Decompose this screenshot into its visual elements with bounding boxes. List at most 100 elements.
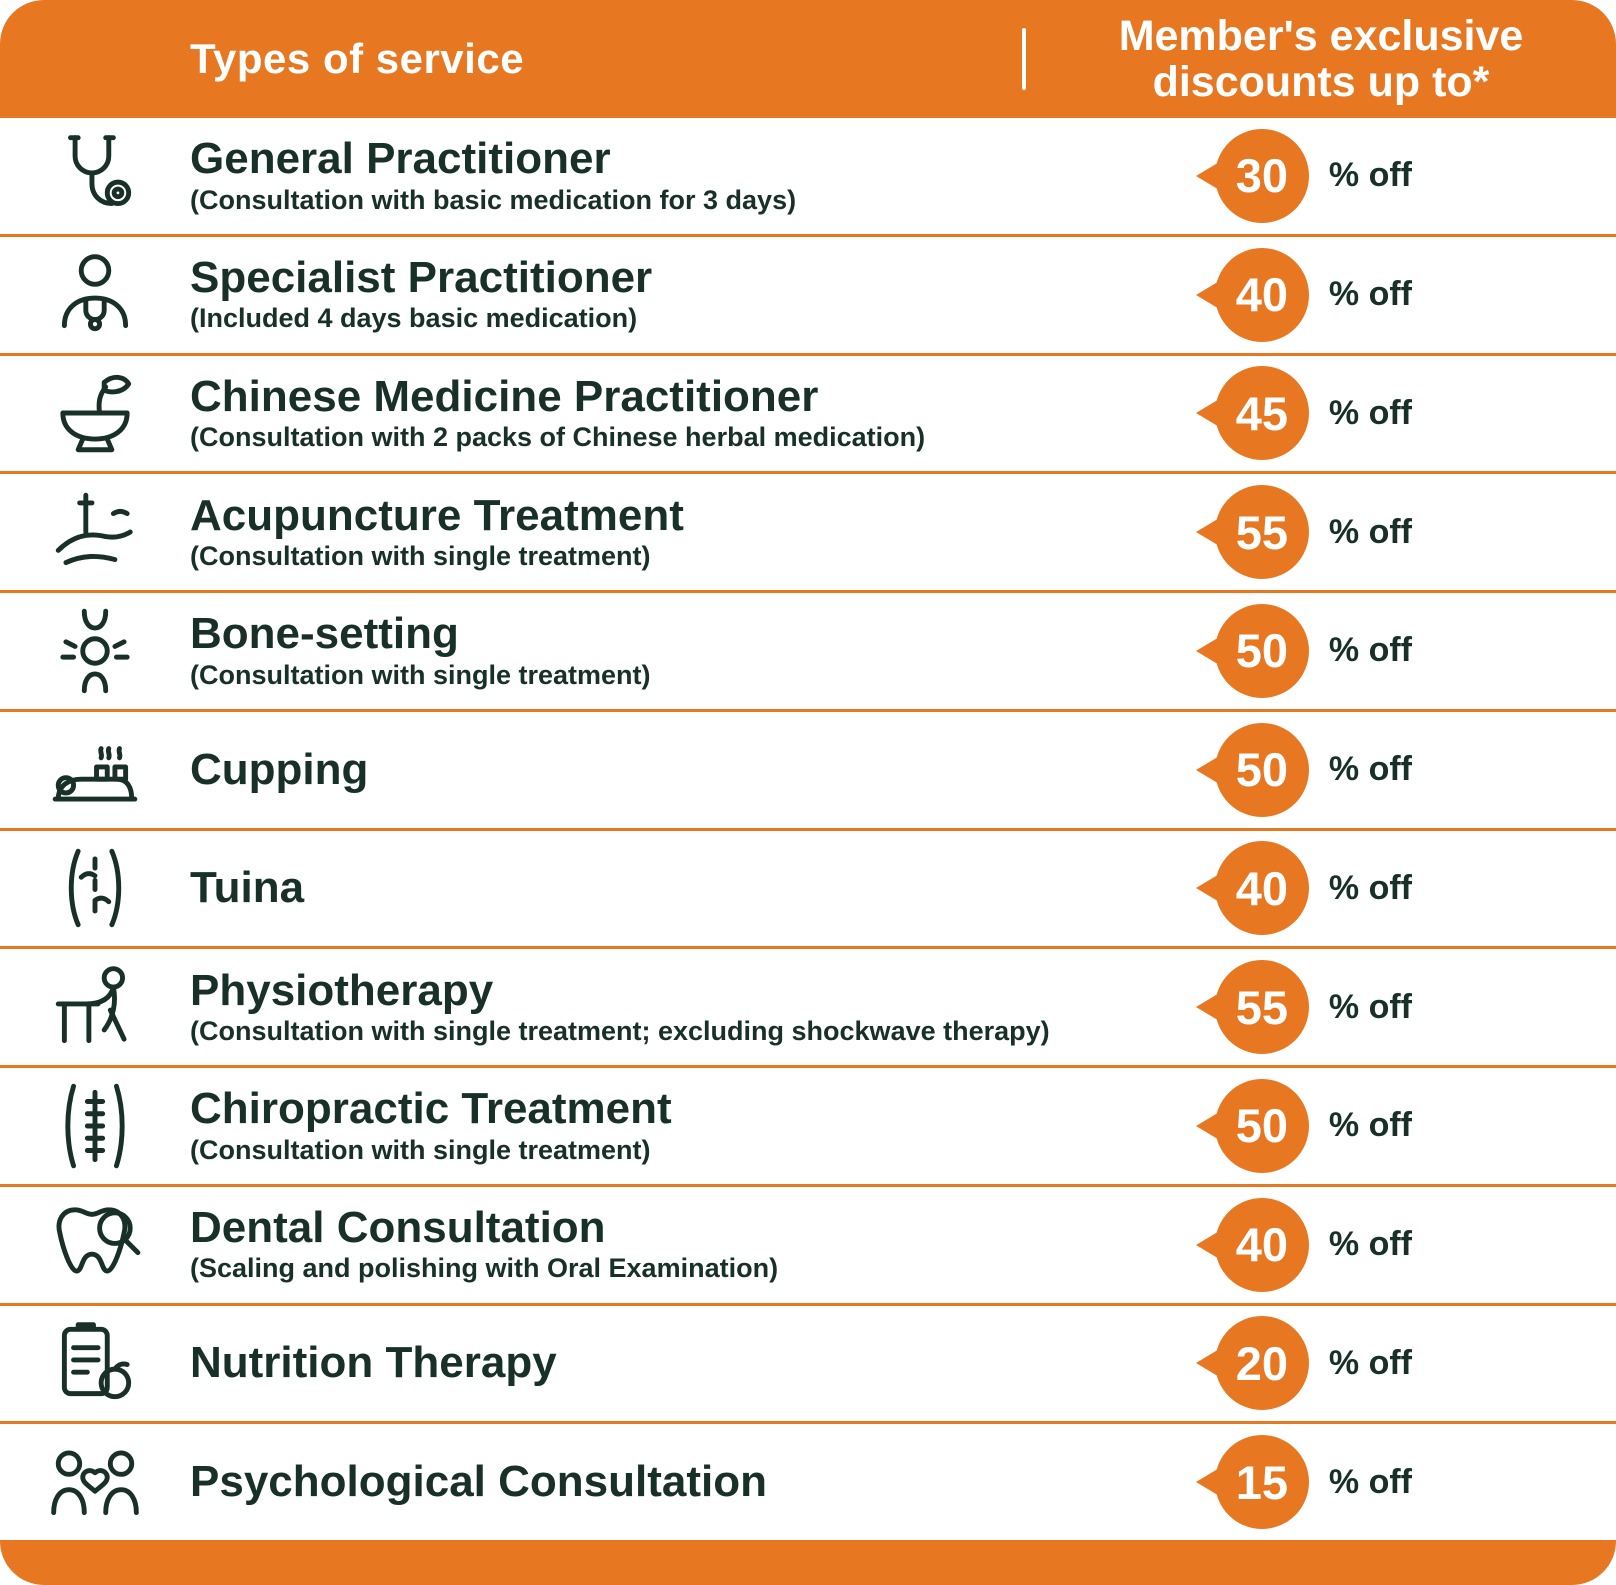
service-rows: General Practitioner (Consultation with … [0,118,1616,1540]
discount-value: 40 [1235,1218,1289,1272]
table-row: Chinese Medicine Practitioner (Consultat… [0,355,1616,475]
discount-badge: 50 [1214,603,1309,698]
service-text: Nutrition Therapy [190,1340,1215,1386]
percent-off-label: % off [1328,868,1412,907]
service-title: Psychological Consultation [190,1457,767,1507]
cupping-icon [0,721,190,819]
service-text: Psychological Consultation [190,1457,1215,1507]
discount-value: 55 [1235,980,1289,1034]
service-text: Tuina [190,865,1215,911]
percent-off-label: % off [1328,987,1412,1026]
percent-off-label: % off [1328,1462,1412,1501]
discount-cell: 20 % off [1214,1316,1412,1411]
tuina-massage-icon [0,839,190,937]
discount-cell: 40 % off [1214,1197,1412,1292]
discount-badge: 45 [1214,366,1309,461]
service-subtitle: (Included 4 days basic medication) [190,303,638,334]
discount-cell: 40 % off [1214,841,1412,936]
service-subtitle: (Consultation with single treatment; exc… [190,1015,1050,1046]
column-header-discount: Member's exclusive discounts up to* [1026,13,1616,105]
table-row: Tuina 40 % off [0,830,1616,950]
service-text: Cupping [190,744,1215,794]
tooth-magnifier-icon [0,1196,190,1294]
service-title: Physiotherapy [190,965,494,1015]
percent-off-label: % off [1328,1343,1412,1382]
discount-cell: 40 % off [1214,247,1412,342]
service-text: Chinese Medicine Practitioner (Consultat… [190,373,1215,453]
percent-off-label: % off [1328,393,1412,432]
percent-off-label: % off [1328,512,1412,551]
discount-badge: 40 [1214,1197,1309,1292]
percent-off-label: % off [1328,1225,1412,1264]
discount-badge: 40 [1214,841,1309,936]
service-text: Chiropractic Treatment (Consultation wit… [190,1086,1215,1165]
service-text: General Practitioner (Consultation with … [190,136,1215,215]
service-title: Specialist Practitioner [190,253,653,303]
column-header-service: Types of service [190,35,525,82]
service-text: Dental Consultation (Scaling and polishi… [190,1203,1215,1284]
discount-cell: 45 % off [1214,366,1412,461]
percent-off-label: % off [1328,750,1412,789]
discount-cell: 50 % off [1214,722,1412,817]
service-text: Specialist Practitioner (Included 4 days… [190,253,1215,334]
doctor-icon [0,246,190,344]
discount-badge: 50 [1214,722,1309,817]
discount-value: 50 [1235,743,1289,797]
percent-off-label: % off [1328,1106,1412,1145]
discount-value: 40 [1235,861,1289,915]
service-title: Tuina [190,863,305,913]
discount-value: 15 [1235,1455,1289,1509]
discount-cell: 50 % off [1214,603,1412,698]
herbal-bowl-icon [0,364,190,462]
discount-badge: 55 [1214,960,1309,1055]
service-subtitle: (Consultation with 2 packs of Chinese he… [190,422,926,453]
service-title: Chiropractic Treatment [190,1084,672,1134]
service-subtitle: (Consultation with single treatment) [190,1134,651,1165]
discount-value: 20 [1235,1336,1289,1390]
discount-badge: 55 [1214,485,1309,580]
service-text: Bone-setting (Consultation with single t… [190,611,1215,690]
service-text: Physiotherapy (Consultation with single … [190,965,1215,1047]
table-row: Specialist Practitioner (Included 4 days… [0,236,1616,356]
discount-badge: 40 [1214,247,1309,342]
percent-off-label: % off [1328,156,1412,195]
discount-cell: 50 % off [1214,1078,1412,1173]
discount-cell: 30 % off [1214,128,1412,223]
service-title: Cupping [190,744,369,794]
service-title: Acupuncture Treatment [190,490,684,540]
service-title: General Practitioner [190,134,611,184]
table-row: Dental Consultation (Scaling and polishi… [0,1186,1616,1306]
discount-badge: 15 [1214,1435,1309,1530]
psychology-icon [0,1433,190,1531]
percent-off-label: % off [1328,631,1412,670]
service-subtitle: (Consultation with basic medication for … [190,184,797,215]
discount-cell: 55 % off [1214,485,1412,580]
table-row: Bone-setting (Consultation with single t… [0,593,1616,712]
discount-value: 50 [1235,624,1289,678]
table-row: Cupping 50 % off [0,711,1616,831]
service-subtitle: (Consultation with single treatment) [190,659,651,690]
service-title: Dental Consultation [190,1203,606,1253]
service-subtitle: (Consultation with single treatment) [190,540,651,571]
acupuncture-icon [0,483,190,581]
service-title: Bone-setting [190,609,459,659]
column-header-discount-line2: discounts up to* [1152,58,1490,106]
header-divider [1022,28,1026,90]
stethoscope-icon [0,127,190,225]
column-header-discount-line1: Member's exclusive [1118,12,1524,60]
table-row: Psychological Consultation 15 % off [0,1424,1616,1540]
footer-bar [0,1540,1616,1585]
service-subtitle: (Scaling and polishing with Oral Examina… [190,1253,779,1284]
discount-cell: 15 % off [1214,1435,1412,1530]
discount-value: 55 [1235,505,1289,559]
discount-badge: 20 [1214,1316,1309,1411]
table-header: Types of service Member's exclusive disc… [0,0,1616,118]
nutrition-clipboard-icon [0,1314,190,1412]
discount-cell: 55 % off [1214,960,1412,1055]
discount-value: 45 [1235,386,1289,440]
bone-joint-icon [0,602,190,700]
table-row: Nutrition Therapy 20 % off [0,1305,1616,1425]
service-text: Acupuncture Treatment (Consultation with… [190,490,1215,572]
physiotherapy-icon [0,958,190,1056]
